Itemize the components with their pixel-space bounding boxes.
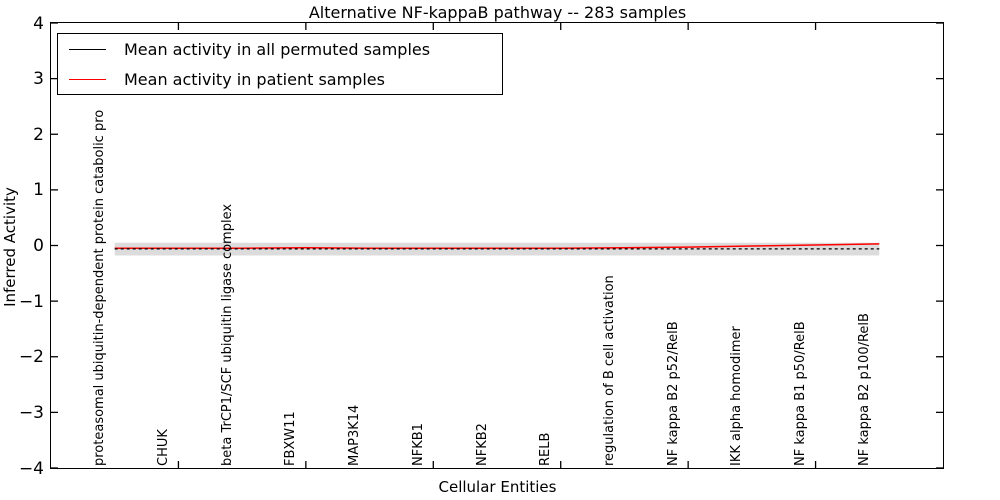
chart-title: Alternative NF-kappaB pathway -- 283 sam…	[308, 3, 687, 22]
legend-item-label: Mean activity in all permuted samples	[124, 39, 431, 59]
legend-item-label: Mean activity in patient samples	[124, 69, 385, 89]
x-tick-label: regulation of B cell activation	[601, 275, 617, 466]
x-tick-label: CHUK	[155, 429, 171, 466]
x-tick-label: beta TrCP1/SCF ubiquitin ligase complex	[219, 203, 235, 466]
x-tick-label: MAP3K14	[347, 404, 363, 466]
legend-item: Mean activity in all permuted samples	[58, 34, 502, 64]
legend-line-sample-patient	[69, 78, 106, 80]
y-tick-label: 2	[33, 124, 44, 145]
y-tick-label: −2	[18, 347, 44, 368]
x-tick-label: NF kappa B2 p100/RelB	[856, 313, 872, 466]
legend: Mean activity in all permuted samples Me…	[57, 33, 503, 95]
x-axis-label: Cellular Entities	[438, 478, 557, 496]
y-tick-label: 4	[33, 13, 44, 34]
x-tick-label: proteasomal ubiquitin-dependent protein …	[92, 109, 108, 466]
x-tick-label: NF kappa B2 p52/RelB	[665, 321, 681, 466]
x-tick-label: RELB	[538, 432, 554, 466]
y-tick-label: 0	[33, 236, 44, 256]
x-tick-label: IKK alpha homodimer	[729, 326, 745, 466]
x-tick-label: FBXW11	[283, 411, 299, 466]
x-tick-label: NFKB1	[410, 423, 426, 466]
y-tick-label: −1	[18, 291, 44, 312]
legend-item: Mean activity in patient samples	[58, 64, 502, 94]
y-tick-label: 1	[33, 180, 44, 201]
x-tick-label: NFKB2	[474, 423, 490, 466]
plot-area: proteasomal ubiquitin-dependent protein …	[50, 22, 944, 469]
y-tick-label: −4	[18, 458, 44, 479]
chart-svg	[51, 23, 943, 468]
x-tick-label: NF kappa B1 p50/RelB	[793, 321, 809, 466]
y-tick-label: −3	[18, 402, 44, 423]
legend-line-sample-permuted	[69, 48, 106, 50]
permuted-band	[114, 242, 880, 256]
y-tick-label: 3	[33, 69, 44, 90]
